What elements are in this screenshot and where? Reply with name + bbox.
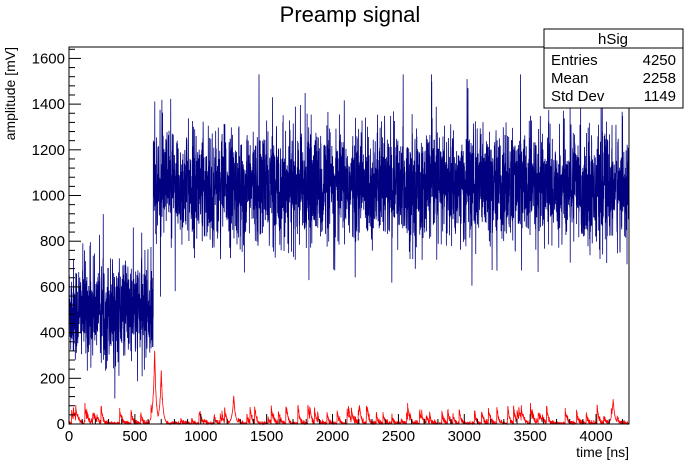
stats-box-title: hSig bbox=[598, 31, 628, 48]
y-tick-label: 1400 bbox=[32, 96, 65, 113]
x-tick-label: 4000 bbox=[579, 428, 612, 445]
x-tick-label: 3500 bbox=[513, 428, 546, 445]
stats-box: hSig Entries 4250 Mean 2258 Std Dev 1149 bbox=[543, 28, 684, 109]
y-tick-label: 1000 bbox=[32, 188, 65, 205]
x-tick-label: 3000 bbox=[448, 428, 481, 445]
y-tick-label: 1200 bbox=[32, 142, 65, 159]
x-tick-label: 2000 bbox=[316, 428, 349, 445]
stats-value-stddev: 1149 bbox=[644, 88, 676, 105]
y-tick-label: 800 bbox=[40, 233, 65, 250]
y-tick-label: 200 bbox=[40, 370, 65, 387]
x-tick-label: 2500 bbox=[382, 428, 415, 445]
y-tick-label: 400 bbox=[40, 325, 65, 342]
stats-value-entries: 4250 bbox=[643, 52, 676, 69]
stats-value-mean: 2258 bbox=[643, 70, 676, 87]
stats-box-frame bbox=[543, 28, 684, 109]
stats-label-stddev: Std Dev bbox=[551, 88, 605, 105]
stats-label-mean: Mean bbox=[551, 70, 589, 87]
y-axis-label: amplitude [mV] bbox=[2, 47, 18, 140]
y-tick-label: 600 bbox=[40, 279, 65, 296]
plot-frame bbox=[68, 46, 630, 425]
series-blue-line bbox=[68, 74, 630, 399]
x-tick-label: 0 bbox=[65, 428, 73, 445]
series-red-line bbox=[68, 350, 630, 426]
x-tick-label: 1500 bbox=[250, 428, 283, 445]
x-axis-label: time [ns] bbox=[576, 444, 629, 460]
y-axis-ticks: 0 200 400 600 800 1000 1200 1400 1600 bbox=[32, 48, 81, 433]
x-axis-ticks: 0 500 1000 1500 2000 2500 3000 3500 4000 bbox=[65, 414, 623, 445]
y-tick-label: 0 bbox=[57, 416, 65, 433]
stats-label-entries: Entries bbox=[551, 52, 598, 69]
y-tick-label: 1600 bbox=[32, 50, 65, 67]
x-tick-label: 1000 bbox=[184, 428, 217, 445]
chart-title: Preamp signal bbox=[280, 2, 421, 27]
x-tick-label: 500 bbox=[122, 428, 147, 445]
data-layer bbox=[68, 74, 630, 426]
